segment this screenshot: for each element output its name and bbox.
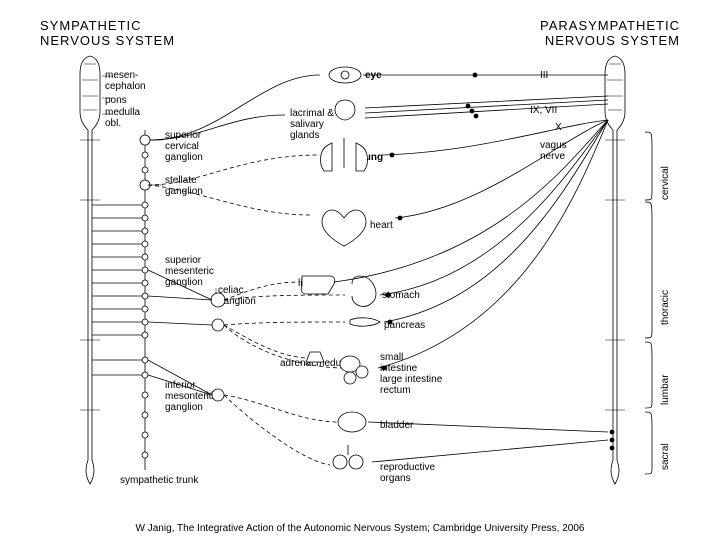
diagram-svg: [0, 0, 720, 540]
credit-line: W Janig, The Integrative Action of the A…: [0, 523, 720, 534]
celiac-ganglion: [211, 293, 225, 307]
sup-mes-ganglion: [212, 319, 224, 331]
organ-icons: [301, 67, 380, 469]
